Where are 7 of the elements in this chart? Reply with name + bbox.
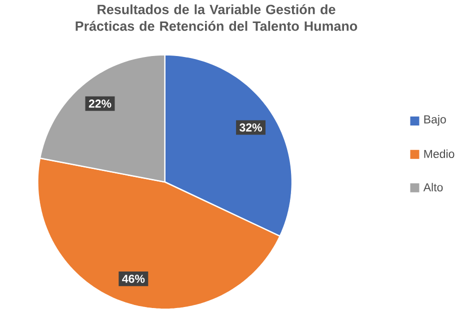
chart-title: Resultados de la Variable Gestión de Prácticas de Retención del Talento Humano	[76, 4, 358, 31]
legend-label: Alto	[423, 183, 443, 192]
legend-label: Medio	[424, 150, 454, 158]
data-label: 22%	[88, 100, 112, 108]
data-label: 46%	[122, 274, 145, 283]
legend-label: Bajo	[424, 115, 446, 126]
data-label: 32%	[240, 123, 262, 132]
